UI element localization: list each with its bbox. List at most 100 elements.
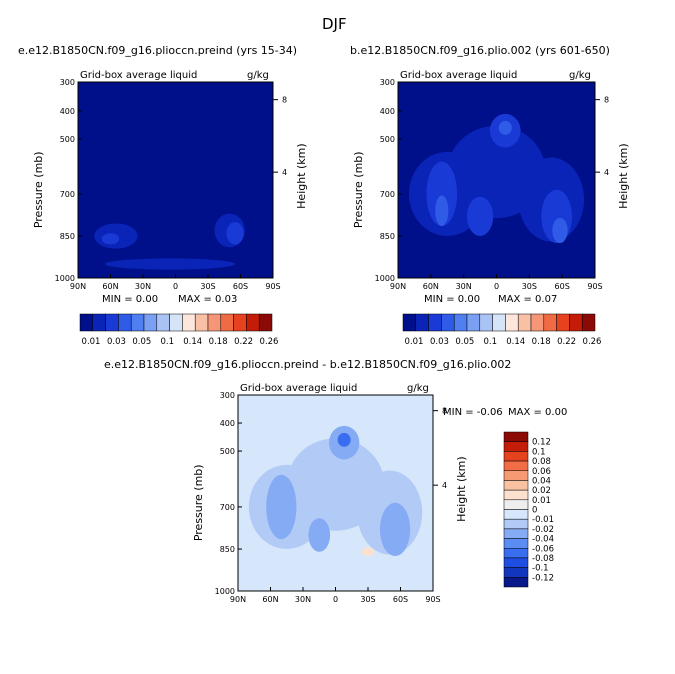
- panel-diff-colorbar-label-0: 0.12: [532, 438, 551, 448]
- panel-preind-ytick-2: 500: [60, 135, 75, 144]
- panel-diff-colorbar-label-4: 0.04: [532, 476, 551, 486]
- panel-preind-ytick-4: 850: [60, 232, 75, 241]
- panel-preind-xtick-6: 90S: [265, 282, 280, 291]
- panel-plio-xtick-5: 60S: [555, 282, 570, 291]
- panel-preind-colorbar-label-3: 0.1: [161, 337, 175, 347]
- panel-plio-colorbar-box-5: [466, 313, 481, 332]
- panel-preind-colorbar-label-5: 0.18: [209, 337, 228, 347]
- panel-plio-xtick-4: 30S: [522, 282, 537, 291]
- panel-plio-colorbar-box-1: [415, 313, 429, 332]
- panel-diff-min-label: MIN = -0.06: [443, 407, 503, 418]
- panel-plio-left-label: Grid-box average liquid: [400, 70, 517, 81]
- panel-diff-xtick-6: 90S: [425, 595, 440, 604]
- panel-diff-colorbar-label-6: 0.01: [532, 496, 551, 506]
- panel-preind-colorbar-box-10: [207, 313, 222, 332]
- panel-preind-ylabel-right: Height (km): [295, 143, 308, 209]
- panel-diff-colorbar-box-11: [503, 538, 529, 549]
- panel-preind-colorbar-box-1: [92, 313, 106, 332]
- panel-preind-xtick-5: 60S: [233, 282, 248, 291]
- panel-diff-colorbar-label-12: -0.08: [532, 554, 554, 564]
- panel-diff-contour-7: [308, 518, 331, 552]
- panel-diff-xtick-0: 90N: [230, 595, 246, 604]
- panel-diff-colorbar-label-3: 0.06: [532, 467, 551, 477]
- panel-preind-units-label: g/kg: [247, 70, 269, 81]
- panel-plio-ylabel: Pressure (mb): [352, 151, 365, 228]
- panel-diff-colorbar-box-1: [503, 441, 529, 452]
- panel-preind-colorbar-label-4: 0.14: [183, 337, 202, 347]
- panel-diff-ytick-2: 500: [220, 447, 235, 456]
- panel-diff-xtick-5: 60S: [393, 595, 408, 604]
- panel-plio-colorbar-box-12: [556, 313, 570, 332]
- panel-diff-contour-6: [379, 502, 411, 556]
- panel-preind-ytick-0: 300: [60, 78, 75, 87]
- panel-plio-xtick-0: 90N: [390, 282, 406, 291]
- panel-diff-colorbar-box-5: [503, 480, 529, 491]
- panel-plio-colorbar-box-11: [543, 313, 557, 332]
- panel-preind-htick-0: 8: [282, 96, 287, 105]
- panel-preind-contour-4: [105, 258, 236, 270]
- panel-diff-colorbar-label-5: 0.02: [532, 486, 551, 496]
- panel-plio-colorbar-label-4: 0.14: [506, 337, 525, 347]
- panel-preind-htick-1: 4: [282, 168, 287, 177]
- panel-diff-max-label: MAX = 0.00: [508, 407, 567, 418]
- panel-diff-htick-0: 8: [442, 407, 447, 416]
- panel-preind-colorbar-box-11: [220, 313, 234, 332]
- panel-diff-colorbar-box-9: [503, 518, 529, 530]
- panel-plio-colorbar-box-13: [569, 313, 583, 332]
- panel-diff-left-label: Grid-box average liquid: [240, 383, 357, 394]
- panel-plio-xtick-2: 30N: [456, 282, 472, 291]
- panel-diff-colorbar-box-12: [503, 548, 529, 559]
- panel-diff-colorbar-label-10: -0.04: [532, 535, 554, 545]
- panel-diff-colorbar-label-11: -0.06: [532, 544, 554, 554]
- panel-plio-colorbar-box-10: [530, 313, 545, 332]
- panel-preind-colorbar-label-6: 0.22: [234, 337, 253, 347]
- panel-plio-colorbar-label-6: 0.22: [557, 337, 576, 347]
- panel-plio-colorbar-label-7: 0.26: [583, 337, 602, 347]
- panel-preind-colorbar-box-14: [258, 313, 273, 332]
- panel-preind-colorbar-box-0: [79, 313, 94, 332]
- panel-plio-colorbar-box-2: [428, 313, 442, 332]
- panel-preind-left-label: Grid-box average liquid: [80, 70, 197, 81]
- panel-plio-contour-4: [498, 120, 512, 135]
- panel-preind-max-label: MAX = 0.03: [178, 294, 237, 305]
- figure-title: DJF: [322, 15, 347, 33]
- panel-diff-colorbar-box-0: [503, 431, 529, 442]
- panel-diff-units-label: g/kg: [407, 383, 429, 394]
- panel-plio-colorbar-label-2: 0.05: [455, 337, 474, 347]
- panel-diff-xtick-2: 30N: [295, 595, 311, 604]
- panel-plio-xtick-6: 90S: [587, 282, 602, 291]
- panel-diff-ytick-1: 400: [220, 419, 235, 428]
- panel-preind-ytick-3: 700: [60, 190, 75, 199]
- panel-preind-colorbar-box-4: [130, 313, 145, 332]
- panel-preind-colorbar-box-3: [118, 313, 132, 332]
- panel-plio-colorbar-box-0: [402, 313, 417, 332]
- panel-plio-ytick-2: 500: [380, 135, 395, 144]
- panel-diff-ylabel: Pressure (mb): [192, 464, 205, 541]
- panel-diff-colorbar-box-2: [503, 451, 529, 462]
- panel-diff-colorbar-box-14: [503, 567, 529, 578]
- panel-preind-min-label: MIN = 0.00: [102, 294, 158, 305]
- panel-plio-colorbar-label-3: 0.1: [484, 337, 498, 347]
- panel-plio-colorbar-box-3: [441, 313, 455, 332]
- panel-diff-ytick-3: 700: [220, 503, 235, 512]
- panel-plio-colorbar-label-5: 0.18: [532, 337, 551, 347]
- panel-diff-ytick-5: 1000: [215, 587, 235, 596]
- panel-preind-ytick-5: 1000: [55, 274, 75, 283]
- panel-diff-colorbar-label-2: 0.08: [532, 457, 551, 467]
- panel-preind-colorbar-label-2: 0.05: [132, 337, 151, 347]
- panel-preind-colorbar-box-7: [169, 313, 183, 332]
- panel-plio-colorbar-label-1: 0.03: [430, 337, 449, 347]
- panel-diff-htick-1: 4: [442, 481, 447, 490]
- panel-preind-colorbar-box-8: [182, 313, 196, 332]
- panel-plio-colorbar-box-14: [581, 313, 596, 332]
- panel-diff-title: e.e12.B1850CN.f09_g16.plioccn.preind - b…: [104, 358, 512, 371]
- panel-diff-xtick-3: 0: [333, 595, 338, 604]
- panel-preind-colorbar-box-9: [194, 313, 209, 332]
- panel-preind-contour-1: [226, 222, 244, 245]
- panel-preind-colorbar-label-0: 0.01: [82, 337, 101, 347]
- panel-diff-colorbar-label-7: 0: [532, 506, 537, 516]
- panel-diff-colorbar-label-13: -0.1: [532, 564, 549, 574]
- panel-diff-colorbar-box-6: [503, 489, 529, 501]
- panel-plio-contour-5: [426, 161, 458, 227]
